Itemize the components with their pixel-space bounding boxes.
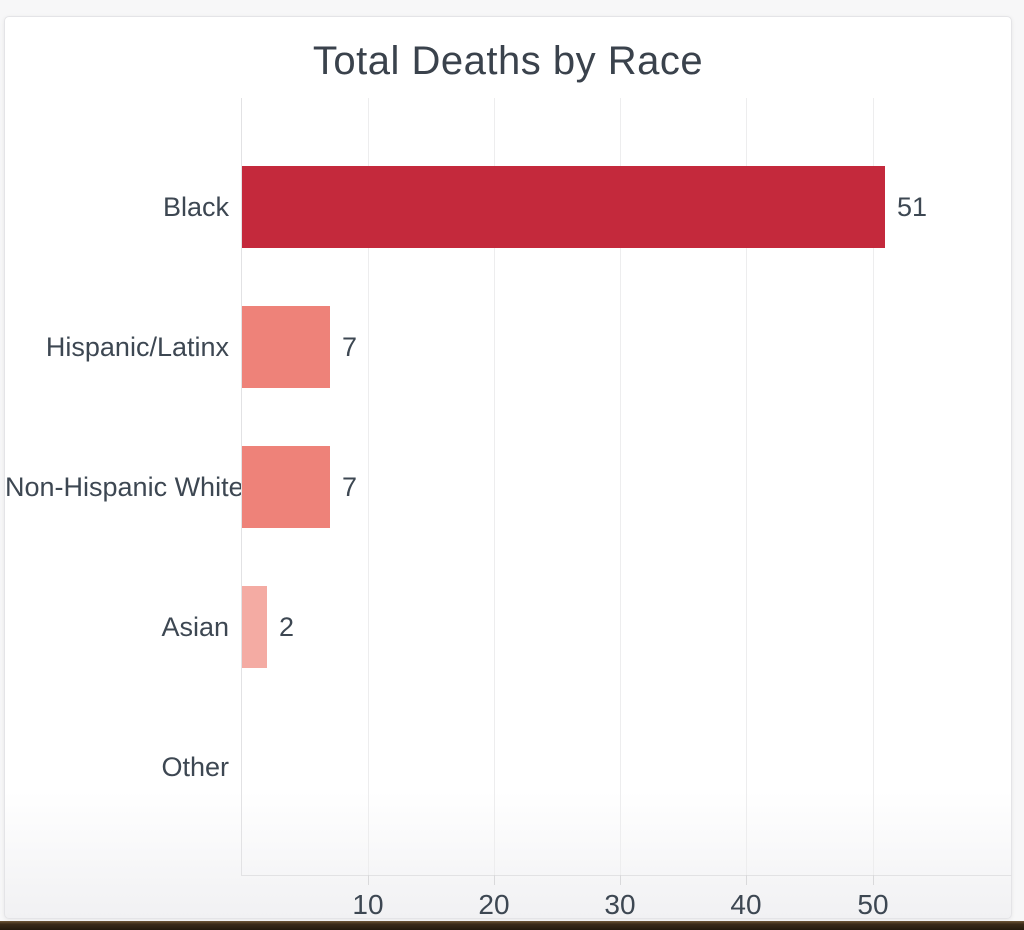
bar-value-label: 51 xyxy=(897,192,928,222)
gridline xyxy=(494,98,495,875)
x-axis-tick-mark xyxy=(873,875,874,885)
bar-non-hispanic-white[interactable] xyxy=(242,446,330,528)
bar-hispanic-latinx[interactable] xyxy=(242,306,330,388)
plot-area: 10 20 30 40 50 51 7 7 2 xyxy=(241,98,1012,920)
bar-asian[interactable] xyxy=(242,586,267,668)
x-axis-tick-label: 40 xyxy=(730,889,762,920)
gridline xyxy=(746,98,747,875)
x-axis-tick-mark xyxy=(368,875,369,885)
gridline xyxy=(368,98,369,875)
gridline xyxy=(873,98,874,875)
chart-title: Total Deaths by Race xyxy=(312,39,704,83)
bar-value-label: 7 xyxy=(342,472,358,502)
category-label: Black xyxy=(162,192,229,222)
x-axis-tick-mark xyxy=(494,875,495,885)
x-axis-tick-mark xyxy=(620,875,621,885)
bar-black[interactable] xyxy=(242,166,885,248)
x-axis-tick-label: 20 xyxy=(478,889,510,920)
x-axis-tick-label: 10 xyxy=(352,889,384,920)
category-label: Other xyxy=(161,752,229,782)
x-axis-tick-mark xyxy=(746,875,747,885)
chart-card: Total Deaths by Race Black Hispanic/Latin… xyxy=(4,16,1012,920)
x-axis-tick-label: 50 xyxy=(857,889,889,920)
x-axis-tick-label: 30 xyxy=(604,889,636,920)
category-label: Hispanic/Latinx xyxy=(45,332,229,362)
desk-edge-strip xyxy=(0,921,1024,930)
bar-value-label: 7 xyxy=(342,332,358,362)
category-label: Non-Hispanic White xyxy=(5,472,244,502)
category-label: Asian xyxy=(161,612,229,642)
bar-value-label: 2 xyxy=(279,612,295,642)
gridline xyxy=(620,98,621,875)
